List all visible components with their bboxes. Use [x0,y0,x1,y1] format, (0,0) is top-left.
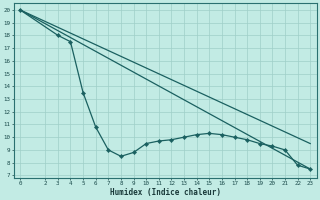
X-axis label: Humidex (Indice chaleur): Humidex (Indice chaleur) [109,188,220,197]
